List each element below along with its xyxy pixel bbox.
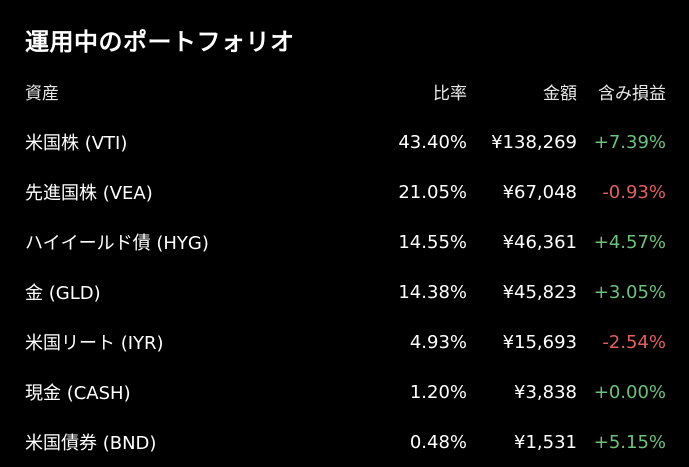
asset-ratio: 1.20% [409, 381, 467, 403]
asset-ratio: 43.40% [398, 131, 467, 153]
asset-amount: ¥138,269 [491, 131, 577, 153]
column-header-ratio: 比率 [433, 83, 467, 104]
asset-amount: ¥3,838 [514, 381, 577, 403]
asset-amount: ¥1,531 [514, 431, 577, 453]
asset-ratio: 0.48% [409, 431, 467, 453]
asset-name: 先進国株 (VEA) [25, 183, 153, 204]
asset-name: 米国リート (IYR) [25, 333, 164, 354]
asset-name: 米国債券 (BND) [25, 433, 157, 454]
asset-ratio: 21.05% [398, 181, 467, 203]
column-header-amount: 金額 [543, 83, 577, 104]
table-row: 先進国株 (VEA) 21.05% ¥67,048 -0.93% [25, 167, 666, 217]
asset-gain: +7.39% [593, 131, 666, 153]
asset-gain: -2.54% [602, 331, 666, 353]
asset-ratio: 4.93% [409, 331, 467, 353]
asset-amount: ¥45,823 [502, 281, 577, 303]
asset-name: 現金 (CASH) [25, 383, 131, 404]
table-row: 米国リート (IYR) 4.93% ¥15,693 -2.54% [25, 317, 666, 367]
table-row: 現金 (CASH) 1.20% ¥3,838 +0.00% [25, 367, 666, 417]
column-header-gain: 含み損益 [598, 83, 666, 104]
asset-amount: ¥67,048 [502, 181, 577, 203]
asset-gain: +4.57% [593, 231, 666, 253]
asset-ratio: 14.55% [398, 231, 467, 253]
asset-gain: +3.05% [593, 281, 666, 303]
table-row: 米国株 (VTI) 43.40% ¥138,269 +7.39% [25, 117, 666, 167]
asset-name: 米国株 (VTI) [25, 133, 128, 154]
table-row: 金 (GLD) 14.38% ¥45,823 +3.05% [25, 267, 666, 317]
column-header-asset: 資産 [25, 83, 59, 104]
asset-amount: ¥46,361 [502, 231, 577, 253]
page-title: 運用中のポートフォリオ [25, 28, 295, 56]
asset-gain: -0.93% [602, 181, 666, 203]
table-row: 米国債券 (BND) 0.48% ¥1,531 +5.15% [25, 417, 666, 467]
asset-amount: ¥15,693 [502, 331, 577, 353]
asset-gain: +5.15% [593, 431, 666, 453]
holdings-table: 資産 比率 金額 含み損益 米国株 (VTI) 43.40% ¥138,269 … [25, 65, 666, 467]
asset-name: 金 (GLD) [25, 283, 101, 304]
asset-name: ハイイールド債 (HYG) [25, 233, 209, 254]
asset-ratio: 14.38% [398, 281, 467, 303]
table-row: ハイイールド債 (HYG) 14.55% ¥46,361 +4.57% [25, 217, 666, 267]
asset-gain: +0.00% [593, 381, 666, 403]
table-header-row: 資産 比率 金額 含み損益 [25, 65, 666, 117]
